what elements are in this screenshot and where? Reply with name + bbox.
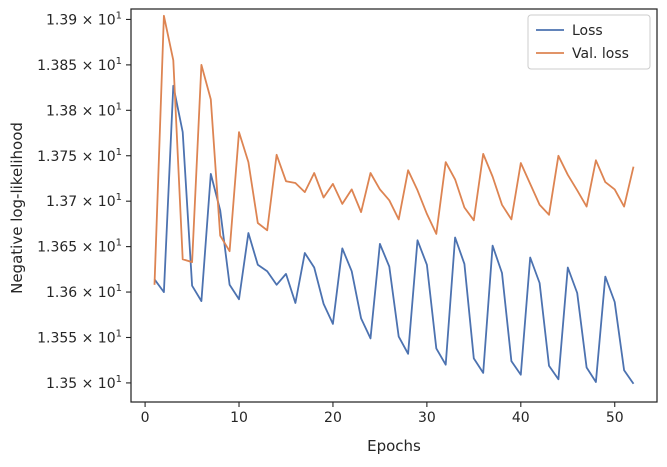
y-tick-label: 1.37 × 101 (46, 192, 122, 210)
x-axis-label: Epochs (367, 437, 421, 455)
series-lines (153, 14, 635, 385)
y-tick-label: 1.38 × 101 (46, 101, 122, 119)
y-tick-label: 1.35 × 101 (46, 374, 122, 392)
x-tick-label: 30 (418, 410, 436, 426)
x-tick-label: 40 (512, 410, 530, 426)
series-line-val-loss (153, 14, 635, 285)
y-axis-label: Negative log-likelihood (8, 122, 26, 294)
x-tick-label: 20 (324, 410, 342, 426)
x-tick-label: 10 (230, 410, 248, 426)
y-axis-ticks: 1.35 × 101 1.355 × 101 1.36 × 101 1.365 × 1… (37, 10, 131, 392)
y-tick-label: 1.355 × 101 (37, 328, 122, 346)
legend: Loss Val. loss (527, 14, 651, 70)
legend-label: Val. loss (572, 46, 629, 62)
legend-box (527, 14, 651, 70)
x-tick-label: 0 (141, 410, 150, 426)
y-tick-label: 1.365 × 101 (37, 238, 122, 256)
y-tick-label: 1.375 × 101 (37, 147, 122, 165)
y-tick-label: 1.39 × 101 (46, 10, 122, 28)
x-tick-label: 50 (606, 410, 624, 426)
x-axis-ticks: 0 10 20 30 40 50 (141, 402, 624, 426)
y-tick-label: 1.36 × 101 (46, 283, 122, 301)
y-tick-label: 1.385 × 101 (37, 56, 122, 74)
series-line-loss (153, 84, 635, 385)
legend-label: Loss (572, 23, 603, 39)
